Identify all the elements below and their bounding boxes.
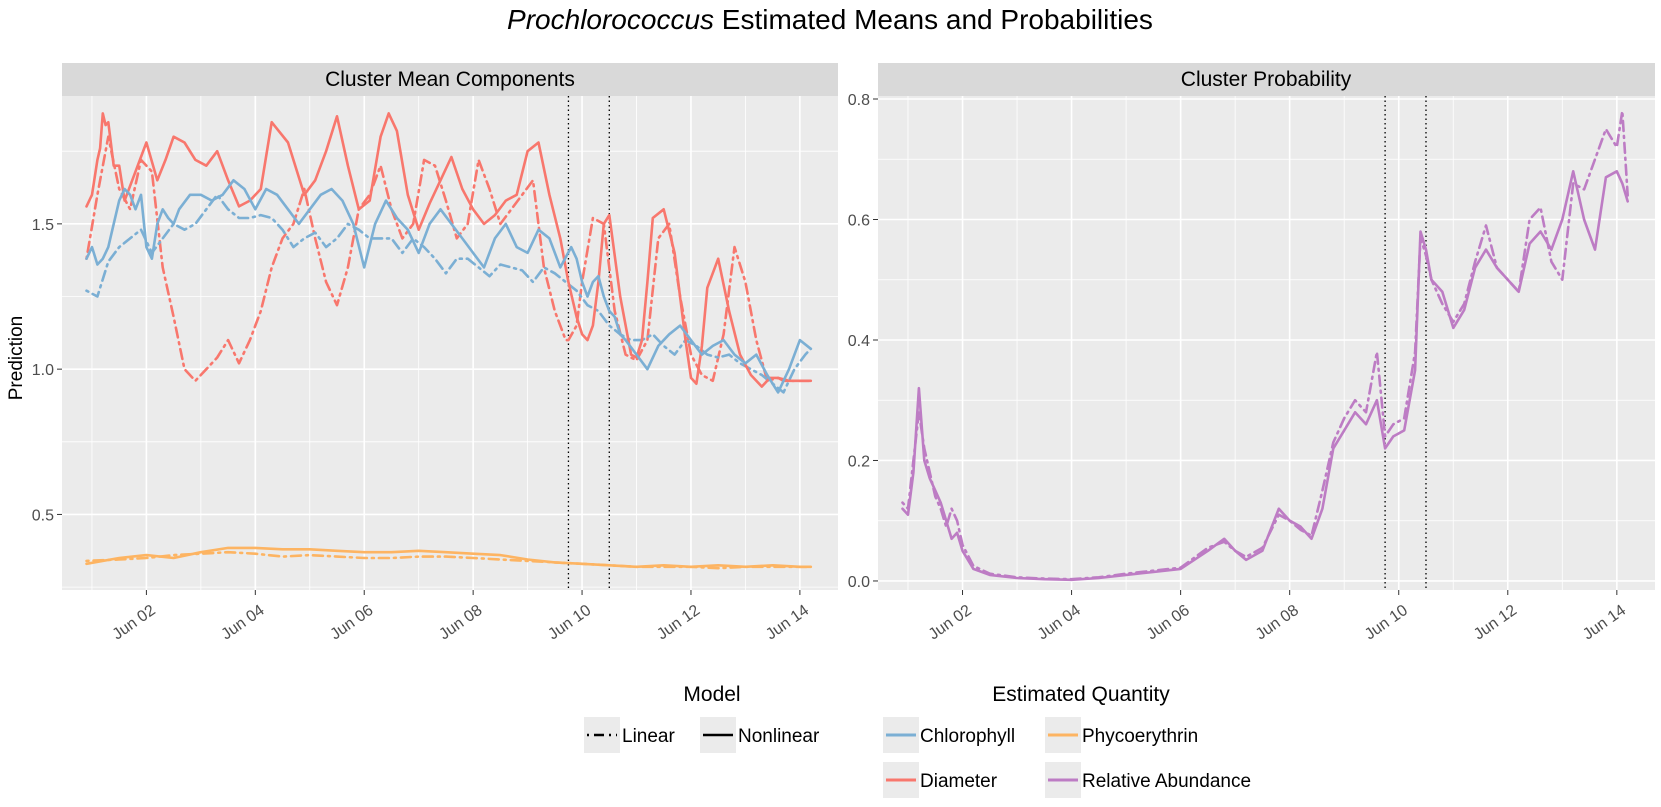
legend-label-relative-abundance: Relative Abundance (1082, 771, 1251, 792)
series-line-chlorophyll-linear (85, 193, 813, 394)
legend-label-chlorophyll: Chlorophyll (920, 726, 1015, 747)
x-tick-label: Jun 10 (1362, 602, 1411, 644)
strip-left (62, 63, 838, 96)
x-tick-label: Jun 12 (1471, 602, 1520, 644)
series-line-relative-abundance-linear (901, 109, 1629, 581)
legend-quantity-title: Estimated Quantity (992, 683, 1170, 706)
y-tick-label: 0.2 (848, 453, 870, 470)
legend-label-phycoerythrin: Phycoerythrin (1082, 726, 1198, 747)
y-ticks-right: 0.0 0.2 0.4 0.6 0.8 (848, 92, 878, 591)
strip-right (878, 63, 1655, 96)
series-line-phycoerythrin-linear (85, 550, 813, 570)
plot-area-right (878, 96, 1655, 590)
legend-label-nonlinear: Nonlinear (738, 726, 820, 747)
y-tick-label: 0.8 (848, 92, 870, 109)
legend-item-chlorophyll: Chlorophyll (883, 717, 1015, 753)
x-tick-label: Jun 08 (1253, 602, 1302, 644)
x-tick-label: Jun 02 (926, 602, 975, 644)
legend-label-diameter: Diameter (920, 771, 998, 792)
x-tick-label: Jun 04 (1035, 602, 1084, 644)
x-tick-label: Jun 14 (1580, 602, 1629, 644)
chart-title: Prochlorococcus Estimated Means and Prob… (507, 4, 1153, 35)
y-tick-label: 1.5 (32, 217, 54, 234)
x-tick-label: Jun 06 (1144, 602, 1193, 644)
x-ticks-right: Jun 02 Jun 04 Jun 06 Jun 08 Jun 10 Jun 12 Jun … (926, 590, 1629, 644)
vlines-right (1384, 96, 1427, 590)
legend-item-relative-abundance: Relative Abundance (1045, 762, 1251, 798)
x-tick-label: Jun 02 (110, 602, 159, 644)
legend-item-diameter: Diameter (883, 762, 998, 798)
y-tick-label: 0.6 (848, 213, 870, 230)
series-right (901, 109, 1629, 582)
series-line-diameter-linear (85, 135, 813, 383)
legend-model: Model Linear Nonlinear (584, 683, 820, 753)
plot-area-left (62, 96, 838, 590)
legend-label-linear: Linear (622, 726, 675, 747)
y-tick-label: 0.5 (32, 507, 54, 524)
vlines-left (567, 96, 610, 590)
series-left (85, 112, 813, 570)
y-tick-label: 0.4 (848, 333, 870, 350)
y-axis-label: Prediction (6, 316, 27, 401)
legend-quantity: Estimated Quantity Chlorophyll Phycoeryt… (883, 683, 1251, 798)
panel-cluster-mean-components: Cluster Mean Components 0.5 1.0 1.5 Jun 02… (6, 63, 838, 643)
series-line-relative-abundance-nonlinear (901, 170, 1629, 582)
chart-title-italic: Prochlorococcus (507, 4, 714, 35)
legend-model-title: Model (683, 683, 740, 706)
y-ticks-left: 0.5 1.0 1.5 (32, 217, 62, 524)
x-tick-label: Jun 12 (654, 602, 703, 644)
grid-right (878, 96, 1655, 590)
strip-right-label: Cluster Probability (1181, 68, 1352, 91)
x-tick-label: Jun 14 (763, 602, 812, 644)
panel-cluster-probability: Cluster Probability 0.0 0.2 0.4 0.6 0.8 Jun … (848, 63, 1655, 643)
x-tick-label: Jun 04 (218, 602, 267, 644)
series-line-chlorophyll-nonlinear (85, 179, 813, 394)
y-tick-label: 1.0 (32, 362, 54, 379)
y-tick-label: 0.0 (848, 574, 870, 591)
series-line-diameter-nonlinear (85, 112, 813, 388)
x-tick-label: Jun 06 (327, 602, 376, 644)
grid-left (62, 96, 838, 590)
legend-item-linear: Linear (584, 717, 675, 753)
legend-item-phycoerythrin: Phycoerythrin (1045, 717, 1198, 753)
chart-title-rest: Estimated Means and Probabilities (714, 4, 1153, 35)
series-line-phycoerythrin-nonlinear (85, 546, 813, 569)
x-tick-label: Jun 10 (545, 602, 594, 644)
x-ticks-left: Jun 02 Jun 04 Jun 06 Jun 08 Jun 10 Jun 12 Jun … (110, 590, 812, 644)
x-tick-label: Jun 08 (436, 602, 485, 644)
strip-left-label: Cluster Mean Components (325, 68, 575, 91)
legend-item-nonlinear: Nonlinear (700, 717, 820, 753)
